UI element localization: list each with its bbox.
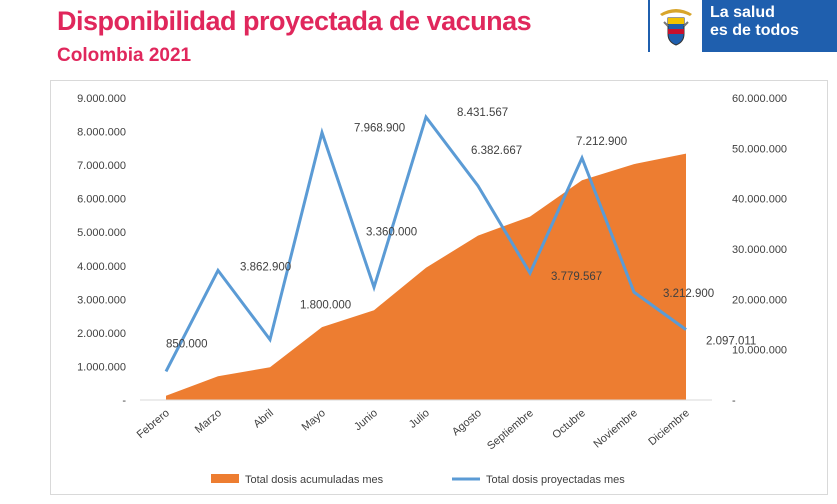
y-right-tick-label: 10.000.000 (732, 345, 787, 357)
data-label: 3.862.900 (240, 261, 291, 273)
x-tick-label: Agosto (450, 407, 484, 438)
data-label: 850.000 (166, 338, 208, 350)
data-label: 6.382.667 (471, 145, 522, 157)
y-left-tick-label: 8.000.000 (77, 127, 126, 139)
x-tick-label: Noviembre (591, 407, 639, 450)
brand-slogan: La salud es de todos (710, 4, 799, 40)
brand-slogan-line2: es de todos (710, 22, 799, 39)
y-right-tick-label: 40.000.000 (732, 194, 787, 206)
x-tick-label: Octubre (550, 407, 588, 441)
data-label: 3.360.000 (366, 226, 417, 238)
y-left-tick-label: 6.000.000 (77, 194, 126, 206)
data-label: 2.097.011 (706, 336, 756, 348)
brand-slogan-line1: La salud (710, 4, 775, 21)
coat-of-arms-logo (650, 0, 702, 52)
data-label: 1.800.000 (300, 300, 351, 312)
y-left-tick-label: 4.000.000 (77, 261, 126, 273)
data-label: 8.431.567 (457, 107, 508, 119)
y-left-tick-label: 2.000.000 (77, 328, 126, 340)
x-tick-label: Julio (407, 407, 432, 431)
x-tick-label: Marzo (193, 407, 224, 436)
chart-frame (50, 80, 828, 495)
y-right-tick-label: 20.000.000 (732, 294, 787, 306)
y-left-tick-label: 3.000.000 (77, 294, 126, 306)
x-tick-label: Septiembre (485, 407, 536, 452)
area-series-total-dosis-acumuladas (166, 153, 686, 400)
data-label: 3.779.567 (551, 271, 602, 283)
y-right-tick-label: 50.000.000 (732, 143, 787, 155)
brand-banner: La salud es de todos (648, 0, 837, 52)
line-series-total-dosis-proyectadas (164, 113, 687, 373)
y-right-tick-label: - (732, 395, 736, 407)
y-right-tick-label: 30.000.000 (732, 244, 787, 256)
y-left-tick-label: - (122, 395, 126, 407)
y-right-tick-label: 60.000.000 (732, 93, 787, 105)
chart-subtitle: Colombia 2021 (57, 45, 192, 66)
legend-label-area: Total dosis acumuladas mes (245, 474, 384, 486)
data-label: 3.212.900 (663, 288, 714, 300)
chart-title: Disponibilidad proyectada de vacunas (57, 6, 532, 36)
legend-swatch-area (211, 474, 239, 483)
y-left-tick-label: 7.000.000 (77, 160, 126, 172)
data-label: 7.212.900 (576, 136, 627, 148)
y-left-tick-label: 9.000.000 (77, 93, 126, 105)
x-tick-label: Abril (251, 407, 276, 430)
x-tick-label: Diciembre (646, 407, 692, 448)
data-label: 7.968.900 (354, 123, 405, 135)
y-left-tick-label: 1.000.000 (77, 361, 126, 373)
x-tick-label: Mayo (300, 407, 328, 433)
y-left-tick-label: 5.000.000 (77, 227, 126, 239)
legend-label-line: Total dosis proyectadas mes (486, 474, 625, 486)
x-tick-label: Junio (352, 407, 380, 433)
x-tick-label: Febrero (135, 407, 172, 441)
